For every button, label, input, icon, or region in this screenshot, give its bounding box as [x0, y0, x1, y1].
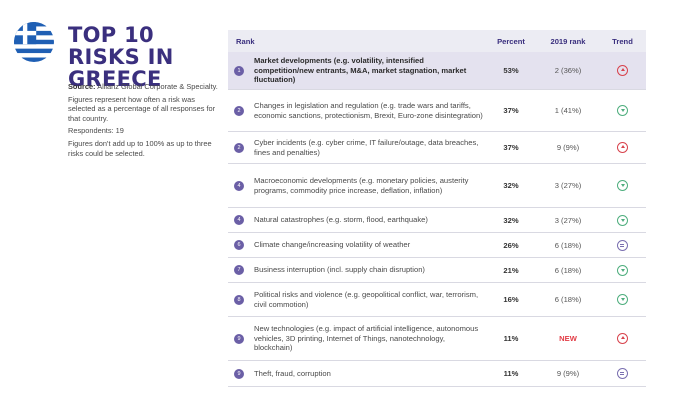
rank-badge: 9 [234, 333, 244, 344]
trend-down-icon [617, 264, 628, 276]
risk-prev-rank: 6 (18%) [554, 240, 582, 250]
trend-same-icon [617, 368, 628, 379]
rank-badge: 4 [234, 180, 244, 191]
risk-prev-rank: 9 (9%) [556, 369, 580, 378]
source-text: Allianz Global Corporate & Specialty. [97, 82, 218, 91]
source-note: Source: Allianz Global Corporate & Speci… [68, 82, 224, 92]
greece-flag-icon [14, 22, 54, 62]
rank-badge: 7 [234, 265, 244, 275]
risk-prev-rank: 9 (9%) [556, 143, 580, 152]
rank-badge: 8 [234, 294, 244, 305]
risk-prev-rank: 2 (36%) [554, 66, 582, 75]
risk-label: Market developments (e.g. volatility, in… [254, 56, 467, 85]
rank-badge: 2 [234, 105, 244, 116]
trend-down-icon [617, 294, 628, 305]
risk-percent: 37% [503, 106, 519, 115]
respondents-note: Respondents: 19 [68, 126, 124, 136]
header-2019-rank: 2019 rank [550, 36, 586, 46]
trend-up-icon [617, 333, 628, 344]
trend-up-icon [617, 142, 628, 153]
table-row: 4 Macroeconomic developments (e.g. moneta… [228, 164, 646, 208]
risk-percent: 11% [503, 334, 519, 343]
rank-badge: 2 [234, 142, 244, 153]
trend-down-icon [617, 180, 628, 191]
risk-label: Macroeconomic developments (e.g. monetar… [254, 175, 469, 195]
table-row: 1 Market developments (e.g. volatility, i… [228, 52, 646, 90]
risk-prev-rank-new: NEW [559, 334, 577, 343]
risk-label: Political risks and violence (e.g. geopo… [254, 289, 479, 309]
trend-down-icon [617, 105, 628, 116]
risk-label: Business interruption (incl. supply chai… [254, 265, 425, 275]
risk-percent: 37% [503, 143, 519, 152]
risk-prev-rank: 3 (27%) [554, 181, 582, 190]
table-row: 4 Natural catastrophes (e.g. storm, flood… [228, 208, 646, 233]
table-row: 8 Political risks and violence (e.g. geop… [228, 283, 646, 317]
source-label: Source: [68, 82, 96, 91]
risk-table: Rank Percent 2019 rank Trend 1 Market dev… [228, 30, 646, 387]
table-header: Rank Percent 2019 rank Trend [228, 30, 646, 52]
risk-prev-rank: 3 (27%) [554, 215, 582, 225]
table-row: 6 Climate change/increasing volatility of… [228, 233, 646, 258]
risk-prev-rank: 1 (41%) [554, 106, 582, 115]
risk-label: New technologies (e.g. impact of artific… [254, 324, 479, 353]
risk-percent: 32% [503, 181, 519, 190]
risk-prev-rank: 6 (18%) [554, 265, 582, 275]
table-row: 2 Changes in legislation and regulation (… [228, 90, 646, 132]
trend-down-icon [617, 214, 628, 226]
table-row: 9 New technologies (e.g. impact of artifi… [228, 317, 646, 361]
trend-up-icon [617, 65, 628, 76]
header-rank: Rank [236, 36, 255, 46]
header-trend: Trend [612, 36, 633, 46]
table-row: 9 Theft, fraud, corruption 11% 9 (9%) [228, 361, 646, 387]
risk-percent: 32% [503, 215, 519, 225]
header-percent: Percent [497, 36, 525, 46]
risk-percent: 26% [503, 240, 519, 250]
risk-label: Climate change/increasing volatility of … [254, 240, 411, 250]
notes: Source: Allianz Global Corporate & Speci… [68, 82, 224, 161]
risk-percent: 21% [503, 265, 519, 275]
risk-percent: 16% [503, 295, 519, 304]
page-title: TOP 10 RISKS IN GREECE [68, 23, 174, 91]
table-row: 2 Cyber incidents (e.g. cyber crime, IT f… [228, 132, 646, 164]
rank-badge: 9 [234, 368, 244, 379]
footnote: Figures don't add up to 100% as up to th… [68, 138, 212, 158]
rank-badge: 4 [234, 215, 244, 225]
table-row: 7 Business interruption (incl. supply cha… [228, 258, 646, 283]
description-note: Figures represent how often a risk was s… [68, 94, 216, 123]
risk-percent: 53% [503, 66, 519, 75]
rank-badge: 6 [234, 240, 244, 250]
risk-label: Natural catastrophes (e.g. storm, flood,… [254, 215, 428, 225]
risk-percent: 11% [503, 369, 519, 378]
risk-prev-rank: 6 (18%) [554, 295, 582, 304]
risk-label: Cyber incidents (e.g. cyber crime, IT fa… [254, 137, 479, 157]
risk-label: Theft, fraud, corruption [254, 368, 331, 378]
risk-label: Changes in legislation and regulation (e… [254, 100, 483, 120]
rank-badge: 1 [234, 65, 244, 76]
trend-same-icon [617, 239, 628, 251]
